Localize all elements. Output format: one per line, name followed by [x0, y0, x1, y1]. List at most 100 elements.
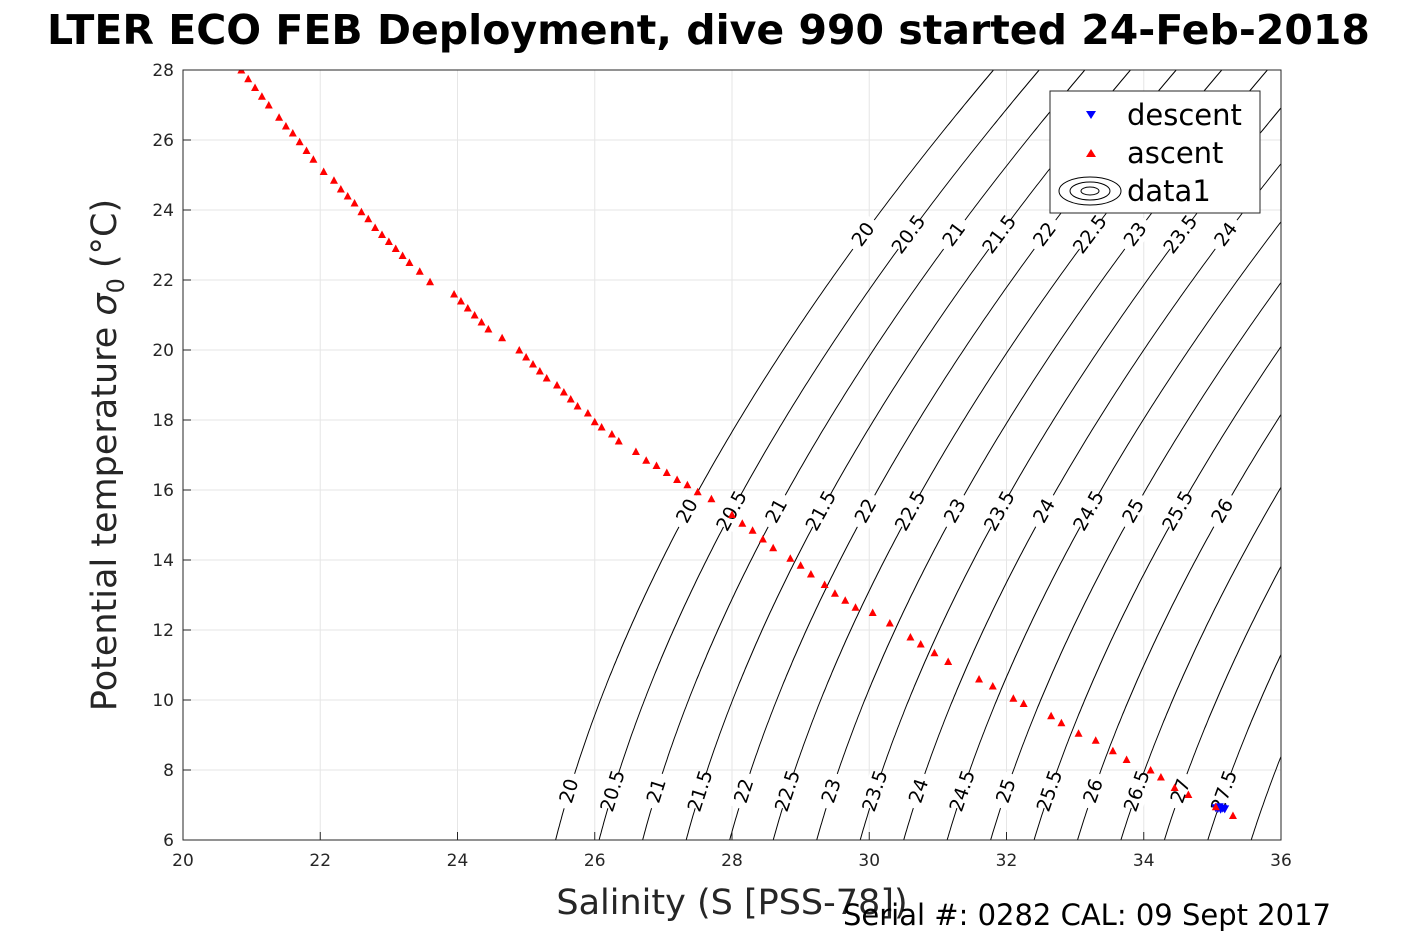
legend-marker-ascent [1086, 149, 1096, 157]
ascent-point [1091, 736, 1100, 744]
ascent-point [769, 543, 778, 552]
ascent-point [631, 447, 640, 455]
ascent-point [1146, 766, 1155, 774]
x-tick-label: 28 [721, 851, 743, 871]
contour-line [946, 220, 1281, 840]
ascent-point [841, 596, 850, 604]
y-tick-label: 12 [152, 621, 174, 641]
contour-line [1033, 345, 1281, 840]
contour-label-background [803, 489, 840, 533]
isopycnal-contours [555, 70, 1281, 840]
ascent-point [1156, 773, 1165, 781]
contour-label-background [892, 489, 929, 533]
contour-label-background [990, 770, 1023, 812]
y-tick-label: 8 [163, 761, 174, 781]
ascent-point [251, 83, 260, 91]
contour-label-background [934, 213, 974, 256]
ascent-point [1122, 755, 1131, 763]
contour-line [642, 70, 1086, 840]
ascent-point [1211, 802, 1220, 811]
ascent-point [364, 214, 373, 223]
x-tick-label: 22 [309, 851, 331, 871]
contour-line [1120, 486, 1281, 840]
contour-label-background [597, 770, 629, 812]
x-tick-label: 26 [584, 851, 606, 871]
ascent-point [758, 535, 767, 543]
ascent-point [302, 146, 311, 154]
contour-label-background [1206, 213, 1246, 256]
ascent-point [1108, 746, 1117, 755]
contour-line [555, 70, 995, 840]
ascent-point [553, 381, 562, 389]
ascent-point [806, 570, 815, 578]
ascent-point [738, 519, 747, 527]
ascent-point [1184, 790, 1193, 798]
contour-label-background [936, 489, 974, 533]
contour-label-background [640, 770, 673, 812]
ascent-point [295, 137, 304, 146]
ascent-point [477, 318, 486, 326]
ascent-point [498, 333, 507, 342]
contour-line [1163, 565, 1281, 840]
y-axis-label-main: Potential temperature [85, 327, 125, 711]
y-axis-label: Potential temperature σ0 (°C) [85, 199, 130, 711]
ascent-point [1228, 811, 1237, 819]
contour-label-background [1204, 489, 1242, 533]
y-tick-label: 20 [152, 341, 174, 361]
contour-label-background [889, 213, 929, 256]
ascent-point [450, 290, 459, 298]
ascent-point [405, 258, 414, 266]
y-axis-label-symbol: σ [85, 292, 125, 316]
x-tick-label: 32 [996, 851, 1018, 871]
y-tick-label: 24 [152, 201, 174, 221]
y-axis-label-unit: (°C) [85, 199, 125, 268]
ascent-point [415, 267, 424, 275]
ascent-point [614, 437, 623, 445]
ascent-point [944, 657, 953, 665]
ascent-point [350, 199, 359, 207]
y-tick-label: 28 [152, 61, 174, 81]
contour-label-background [843, 213, 884, 256]
contour-label-background [1115, 489, 1153, 533]
ascent-point [662, 468, 671, 476]
contour-label-background [859, 770, 892, 812]
ascent-point [244, 74, 253, 83]
chart-title: LTER ECO FEB Deployment, dive 990 starte… [47, 6, 1370, 54]
contour-label-background [758, 489, 795, 533]
ascent-point [378, 230, 387, 238]
ascent-point [336, 185, 345, 193]
legend-label-descent: descent [1127, 98, 1242, 132]
contour-label-background [1207, 770, 1241, 812]
x-tick-label: 36 [1270, 851, 1292, 871]
ascent-point [786, 554, 795, 562]
ascent-point [522, 353, 531, 361]
y-tick-label: 14 [152, 551, 174, 571]
contour-line [1076, 413, 1281, 840]
ascent-point [398, 251, 407, 259]
ascent-point [371, 223, 380, 231]
x-axis-label: Salinity (S [PSS-78]) [556, 883, 907, 923]
ascent-point [535, 367, 544, 375]
ascent-point [288, 129, 297, 137]
legend-box [1049, 90, 1261, 214]
ascent-point [542, 374, 551, 382]
contour-label-background [1115, 213, 1156, 256]
ascent-point [930, 648, 939, 657]
x-tick-label: 30 [858, 851, 880, 871]
legend-label-ascent: ascent [1127, 136, 1223, 170]
y-tick-label: 26 [152, 131, 174, 151]
ascent-point [264, 101, 273, 109]
ascent-point [391, 244, 400, 252]
y-tick-label: 10 [152, 691, 174, 711]
ascent-point [607, 430, 616, 438]
ascent-point [515, 346, 524, 354]
ascent-point [830, 589, 839, 597]
contour-line [1207, 653, 1281, 840]
ascent-point [456, 297, 465, 305]
ascent-point [906, 633, 915, 641]
contour-label-background [1033, 770, 1067, 812]
ascent-point [343, 192, 352, 200]
serial-calibration-note: Serial #: 0282 CAL: 09 Sept 2017 [843, 898, 1331, 932]
contour-label-background [1161, 213, 1201, 256]
